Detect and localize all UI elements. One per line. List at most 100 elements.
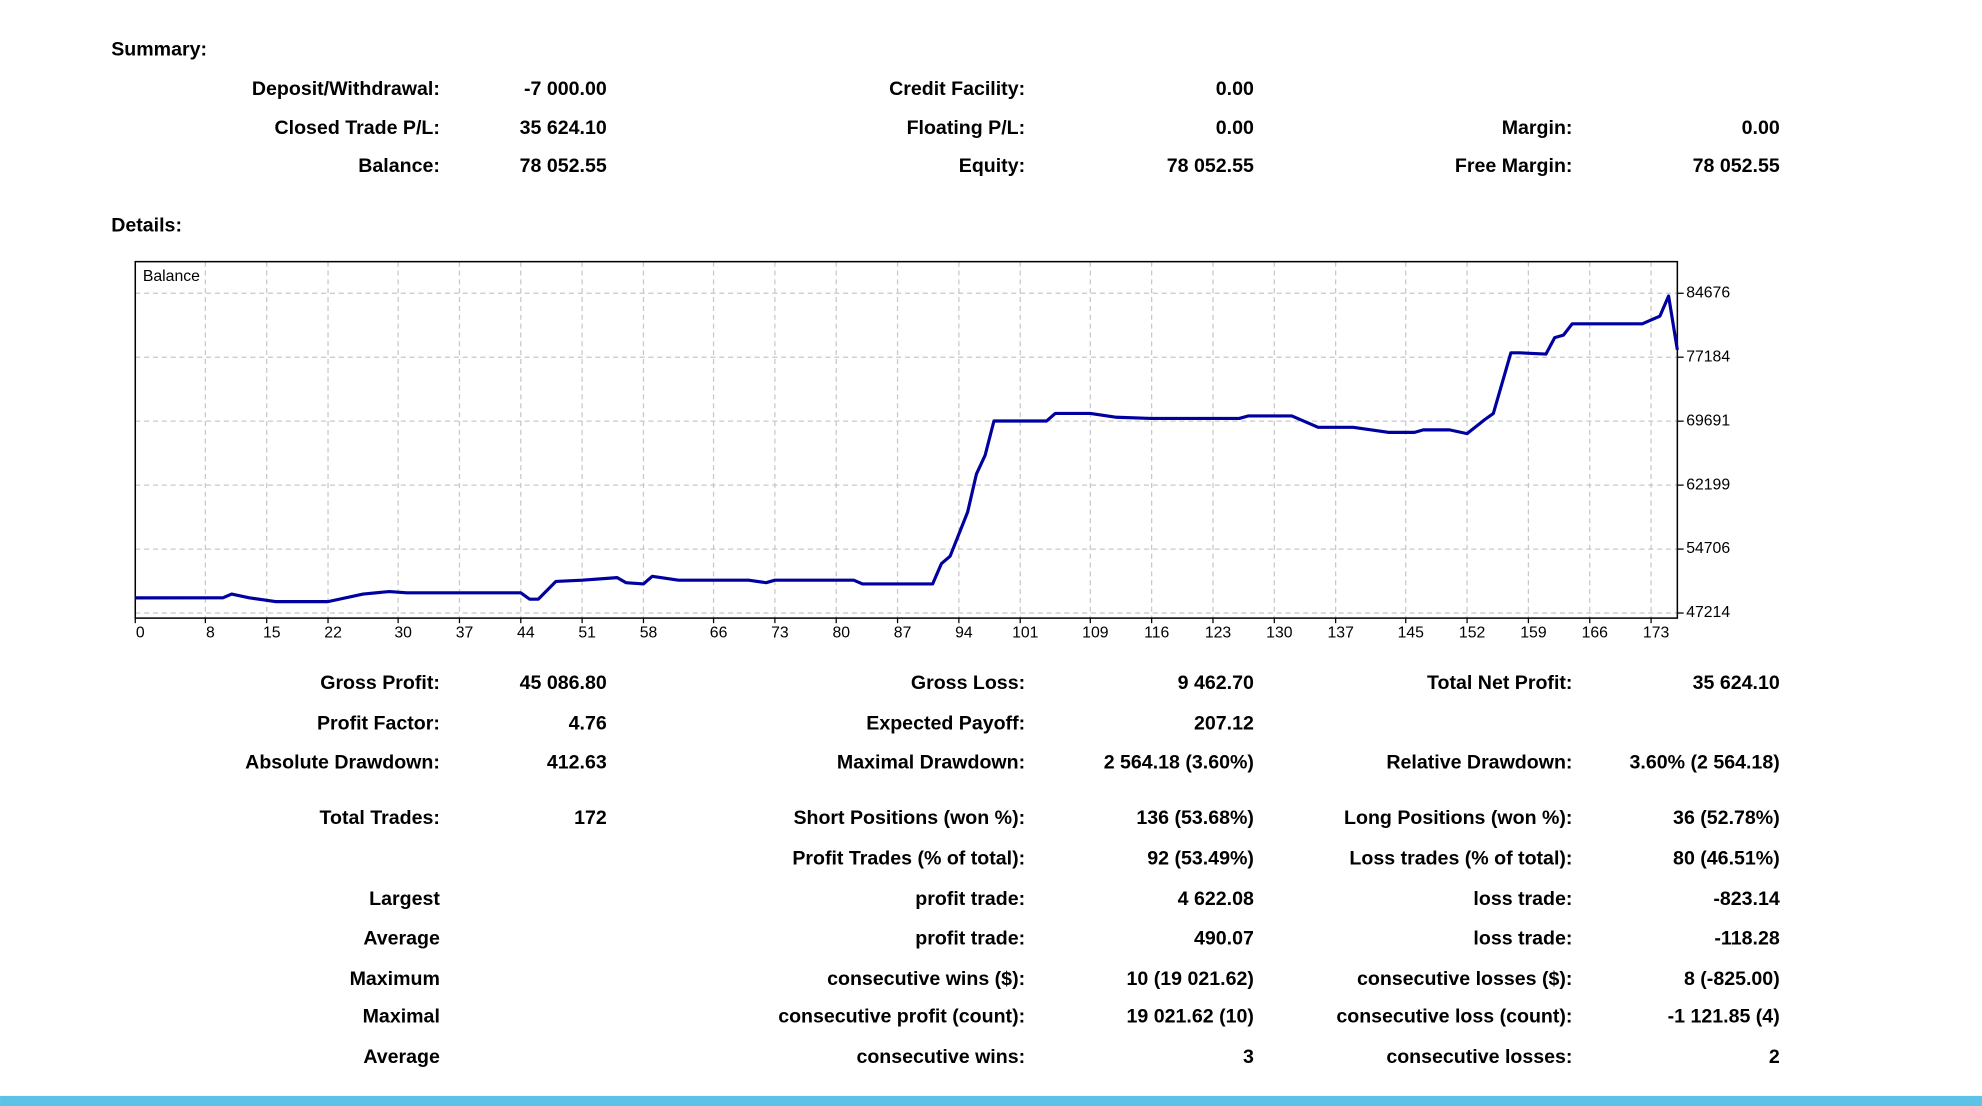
details-label: Maximum	[350, 968, 440, 990]
x-tick-label: 109	[1082, 624, 1109, 641]
x-tick-label: 58	[640, 624, 658, 641]
details-label: Average	[363, 1046, 440, 1068]
summary-label: Margin:	[1502, 117, 1573, 139]
summary-title: Summary:	[111, 39, 207, 61]
details-label: Long Positions (won %):	[1344, 807, 1572, 829]
x-tick-label: 145	[1398, 624, 1425, 641]
x-tick-label: 94	[955, 624, 973, 641]
x-tick-label: 0	[136, 624, 145, 641]
x-tick-label: 30	[394, 624, 412, 641]
details-value: 136 (53.68%)	[1136, 807, 1254, 829]
details-value: 2 564.18 (3.60%)	[1104, 752, 1254, 774]
summary-label: Floating P/L:	[907, 117, 1026, 139]
details-value: -1 121.85 (4)	[1668, 1006, 1780, 1028]
details-label: Expected Payoff:	[866, 712, 1025, 734]
x-tick-label: 130	[1266, 624, 1293, 641]
details-label: Absolute Drawdown:	[245, 752, 440, 774]
details-label: Total Trades:	[319, 807, 439, 829]
details-value: 80 (46.51%)	[1673, 848, 1780, 870]
details-label: Gross Profit:	[320, 672, 440, 694]
summary-value: 0.00	[1216, 78, 1254, 100]
x-tick-label: 44	[517, 624, 535, 641]
details-label: Short Positions (won %):	[793, 807, 1025, 829]
x-tick-label: 66	[710, 624, 728, 641]
details-value: 207.12	[1194, 712, 1254, 734]
details-label: profit trade:	[915, 927, 1025, 949]
summary-value: 78 052.55	[1167, 155, 1254, 177]
x-tick-label: 73	[771, 624, 789, 641]
y-tick-label: 84676	[1686, 284, 1730, 301]
x-tick-label: 80	[832, 624, 850, 641]
details-value: 2	[1769, 1046, 1780, 1068]
details-label: Maximal Drawdown:	[837, 752, 1025, 774]
details-label: Maximal	[363, 1006, 440, 1028]
details-label: Relative Drawdown:	[1386, 752, 1572, 774]
details-label: consecutive losses:	[1386, 1046, 1572, 1068]
summary-label: Balance:	[358, 155, 440, 177]
summary-label: Deposit/Withdrawal:	[252, 78, 440, 100]
summary-value: 78 052.55	[1693, 155, 1780, 177]
details-label: consecutive wins:	[856, 1046, 1025, 1068]
details-value: 4.76	[569, 712, 607, 734]
summary-label: Equity:	[959, 155, 1025, 177]
details-value: 19 021.62 (10)	[1127, 1006, 1254, 1028]
bottom-bar	[0, 1095, 1982, 1106]
details-label: Loss trades (% of total):	[1349, 848, 1572, 870]
details-value: -823.14	[1713, 888, 1780, 910]
details-label: Average	[363, 927, 440, 949]
details-label: loss trade:	[1473, 927, 1572, 949]
summary-value: 78 052.55	[520, 155, 607, 177]
details-value: 10 (19 021.62)	[1127, 968, 1254, 990]
plot-border	[134, 260, 1679, 619]
details-label: consecutive wins ($):	[827, 968, 1025, 990]
x-tick-label: 37	[456, 624, 474, 641]
x-tick-label: 8	[206, 624, 215, 641]
details-value: 172	[574, 807, 607, 829]
details-label: Gross Loss:	[911, 672, 1025, 694]
details-title: Details:	[111, 214, 182, 236]
details-label: Total Net Profit:	[1427, 672, 1572, 694]
details-value: 3	[1243, 1046, 1254, 1068]
details-value: -118.28	[1714, 927, 1779, 949]
x-tick-label: 22	[324, 624, 342, 641]
details-label: loss trade:	[1473, 888, 1572, 910]
x-tick-label: 15	[263, 624, 281, 641]
details-label: consecutive losses ($):	[1357, 968, 1572, 990]
details-label: Largest	[369, 888, 440, 910]
balance-line	[135, 294, 1679, 604]
x-tick-label: 87	[894, 624, 912, 641]
details-value: 35 624.10	[1693, 672, 1780, 694]
summary-value: 35 624.10	[520, 117, 607, 139]
details-value: 36 (52.78%)	[1673, 807, 1780, 829]
details-value: 490.07	[1194, 927, 1254, 949]
x-tick-label: 173	[1643, 624, 1670, 641]
details-label: Profit Trades (% of total):	[792, 848, 1025, 870]
y-tick-label: 47214	[1686, 604, 1730, 621]
details-value: 92 (53.49%)	[1147, 848, 1254, 870]
x-tick-label: 51	[578, 624, 596, 641]
y-tick-label: 69691	[1686, 412, 1730, 429]
summary-label: Credit Facility:	[889, 78, 1025, 100]
x-tick-label: 116	[1144, 624, 1169, 641]
summary-value: -7 000.00	[524, 78, 607, 100]
summary-value: 0.00	[1216, 117, 1254, 139]
legend-label: Balance	[143, 268, 200, 285]
summary-label: Closed Trade P/L:	[275, 117, 440, 139]
x-tick-label: 123	[1205, 624, 1232, 641]
x-tick-label: 166	[1582, 624, 1609, 641]
details-value: 45 086.80	[520, 672, 607, 694]
x-tick-label: 101	[1012, 624, 1039, 641]
summary-label: Free Margin:	[1455, 155, 1573, 177]
y-tick-label: 62199	[1686, 476, 1730, 493]
details-value: 9 462.70	[1178, 672, 1254, 694]
details-label: consecutive profit (count):	[778, 1006, 1025, 1028]
details-value: 412.63	[547, 752, 607, 774]
x-tick-label: 159	[1520, 624, 1547, 641]
details-label: profit trade:	[915, 888, 1025, 910]
details-label: consecutive loss (count):	[1336, 1006, 1572, 1028]
details-value: 4 622.08	[1178, 888, 1254, 910]
details-value: 3.60% (2 564.18)	[1630, 752, 1780, 774]
y-tick-label: 77184	[1686, 348, 1730, 365]
summary-value: 0.00	[1742, 117, 1780, 139]
